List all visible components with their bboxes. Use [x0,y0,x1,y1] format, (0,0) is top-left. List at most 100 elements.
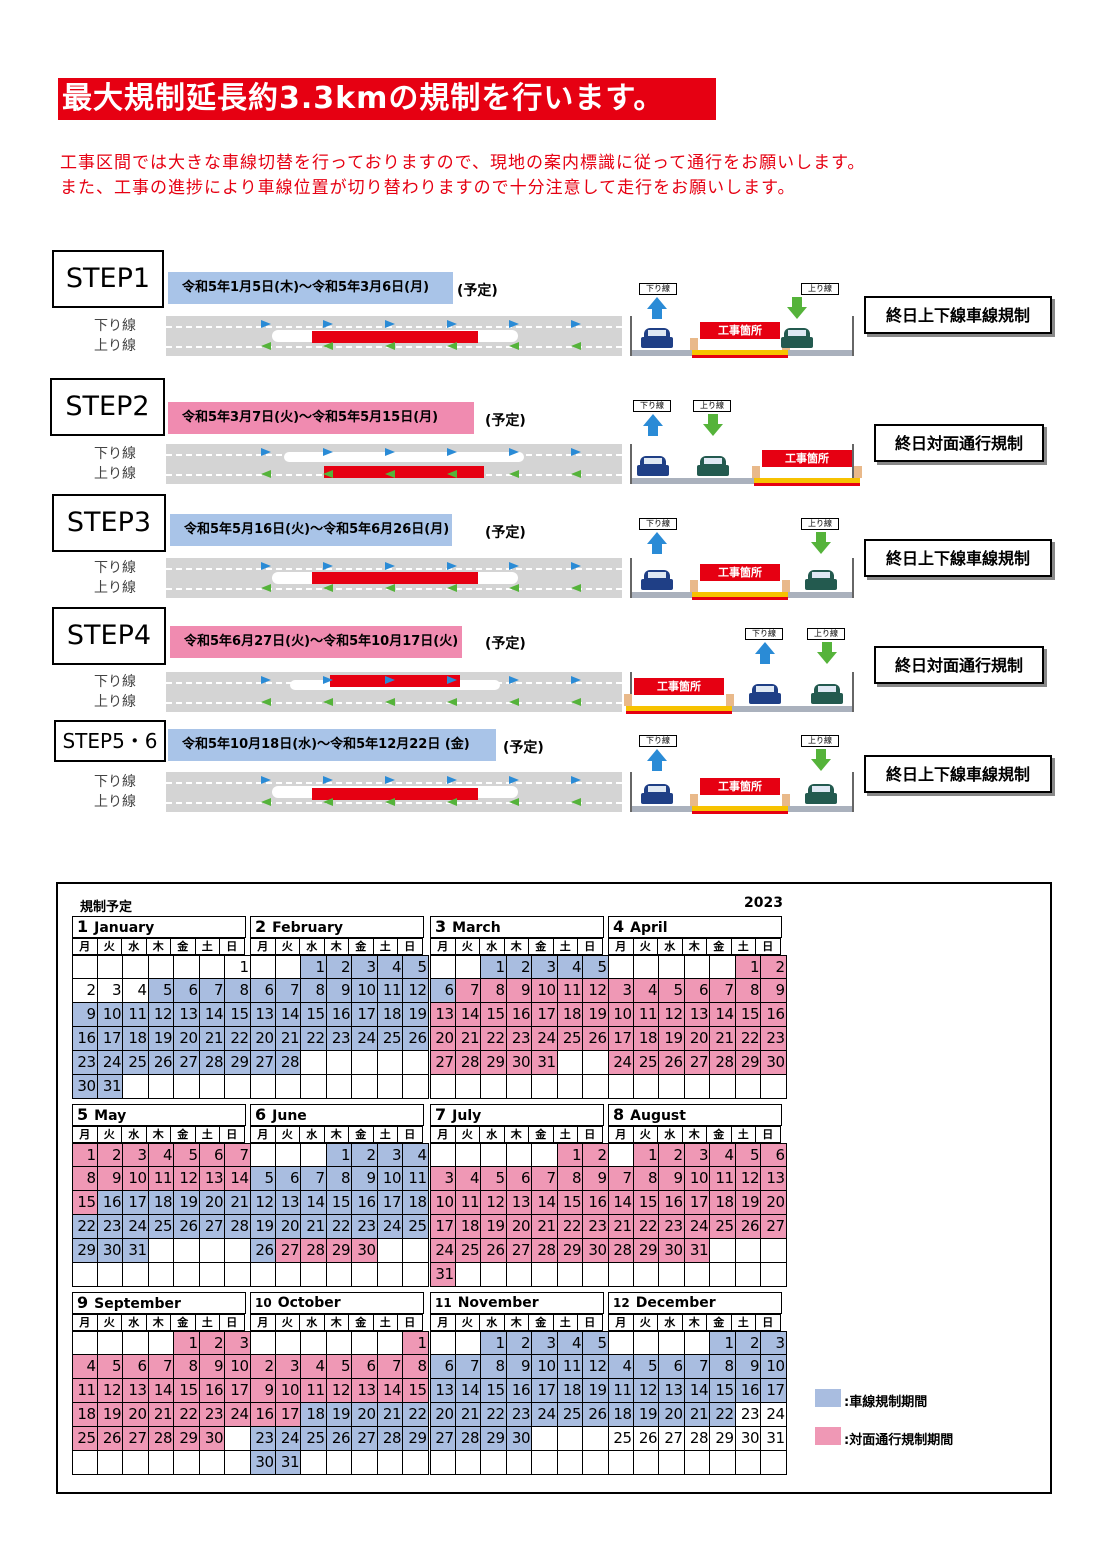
day-grid: 1 2 3 4 5 6 7 8 9 10 11 12 13 14 15 16 17 18 19 20 21 22 23 24 2… [72,1143,251,1287]
calendar-day: 2 [351,1143,378,1167]
cross-section-edge [852,772,854,812]
calendar-empty-cell [274,1262,301,1287]
weekday-label: 火 [454,1314,480,1331]
calendar-day: 29 [556,1238,583,1263]
calendar-day: 3 [608,978,634,1003]
calendar-day: 14 [274,1002,301,1027]
calendar-empty-cell [376,1262,403,1287]
lane-label-up: 上り線 [94,580,136,596]
calendar-day: 31 [122,1238,149,1263]
calendar-day: 9 [325,978,352,1003]
calendar-day: 27 [122,1426,149,1451]
weekday-label: 土 [194,1314,220,1331]
calendar-day: 2 [505,955,532,979]
calendar-empty-cell [760,1262,787,1287]
arrow-up-lane-icon [323,698,333,706]
calendar-day: 16 [760,1002,787,1027]
step-tentative: (予定) [485,413,526,429]
calendar-day: 20 [122,1402,149,1427]
calendar-day: 28 [454,1050,481,1075]
weekday-label: 水 [657,938,683,955]
step-tentative: (予定) [485,636,526,652]
calendar-day: 25 [402,1214,429,1239]
calendar-empty-cell [632,1262,659,1287]
calendar-empty-cell [300,1262,327,1287]
notice-line-1: 工事区間では大きな車線切替を行っておりますので、現地の案内標識に従って通行をお願… [60,153,866,173]
calendar-day: 9 [760,978,787,1003]
calendar-day: 16 [505,1378,532,1403]
weekday-label: 金 [528,1126,554,1143]
calendar-empty-cell [250,1262,276,1287]
arrow-down-icon [817,652,837,664]
car-body [641,793,673,804]
weekday-label: 火 [632,938,658,955]
calendar-day: 5 [582,955,609,979]
calendar-day: 11 [608,1378,634,1403]
barrier-block [690,794,698,806]
calendar-empty-cell [147,955,174,979]
calendar-day: 26 [250,1238,276,1263]
calendar-day: 4 [556,955,583,979]
calendar-day: 10 [274,1378,301,1403]
month-number: 7 [435,1105,447,1124]
calendar-day: 4 [709,1143,736,1167]
calendar-empty-cell [582,1074,609,1099]
calendar-empty-cell [224,1238,251,1263]
calendar-day: 11 [709,1166,736,1191]
calendar-empty-cell [198,955,225,979]
arrow-up-icon-stem [648,426,658,436]
calendar-empty-cell [147,1450,174,1475]
calendar-day: 16 [351,1190,378,1215]
weekday-label: 金 [706,938,732,955]
calendar-day: 29 [325,1238,352,1263]
weekday-label: 木 [323,938,349,955]
weekday-row: 月火水木金土日 [250,938,423,955]
calendar-day: 18 [376,1002,403,1027]
arrow-down-icon-stem [816,532,826,542]
calendar-empty-cell [658,1262,685,1287]
car-window [812,572,830,578]
car-body [805,793,837,804]
calendar-day: 19 [173,1190,200,1215]
calendar-day: 7 [531,1166,558,1191]
calendar-empty-cell [608,1143,634,1167]
calendar-empty-cell [402,1450,429,1475]
calendar-empty-cell [402,1050,429,1075]
calendar-day: 23 [760,1026,787,1051]
car-body [697,465,729,476]
arrow-up-lane-icon [509,342,519,350]
calendar-day: 17 [224,1378,251,1403]
arrow-up-lane-icon [509,470,519,478]
month-name: October [277,1295,341,1311]
calendar-day: 4 [608,1354,634,1379]
calendar-empty-cell [531,1262,558,1287]
barrier-block [854,466,862,478]
month-header: 3 March [430,916,604,938]
arrow-down-lane-icon [323,448,333,456]
calendar-day: 26 [173,1214,200,1239]
calendar-day: 25 [709,1214,736,1239]
weekday-label: 金 [528,938,554,955]
calendar-day: 20 [351,1402,378,1427]
calendar-day: 8 [480,978,507,1003]
calendar-day: 27 [760,1214,787,1239]
weekday-label: 日 [577,1126,603,1143]
calendar-empty-cell [198,1074,225,1099]
arrow-down-lane-icon [261,562,271,570]
calendar-day: 25 [608,1426,634,1451]
work-site-line [626,711,732,714]
calendar-empty-cell [454,1450,481,1475]
month-header: 2 February [250,916,424,938]
arrow-up-lane-icon [447,342,457,350]
calendar-empty-cell [122,1262,149,1287]
calendar-empty-cell [608,955,634,979]
calendar-day: 14 [608,1190,634,1215]
arrow-up-lane-icon [323,584,333,592]
work-site-surface [692,806,788,811]
calendar-day: 16 [505,1002,532,1027]
weekday-label: 水 [657,1126,683,1143]
calendar-day: 12 [582,978,609,1003]
calendar-day: 6 [658,1354,685,1379]
weekday-row: 月火水木金土日 [608,1314,781,1331]
car-window [756,686,774,692]
